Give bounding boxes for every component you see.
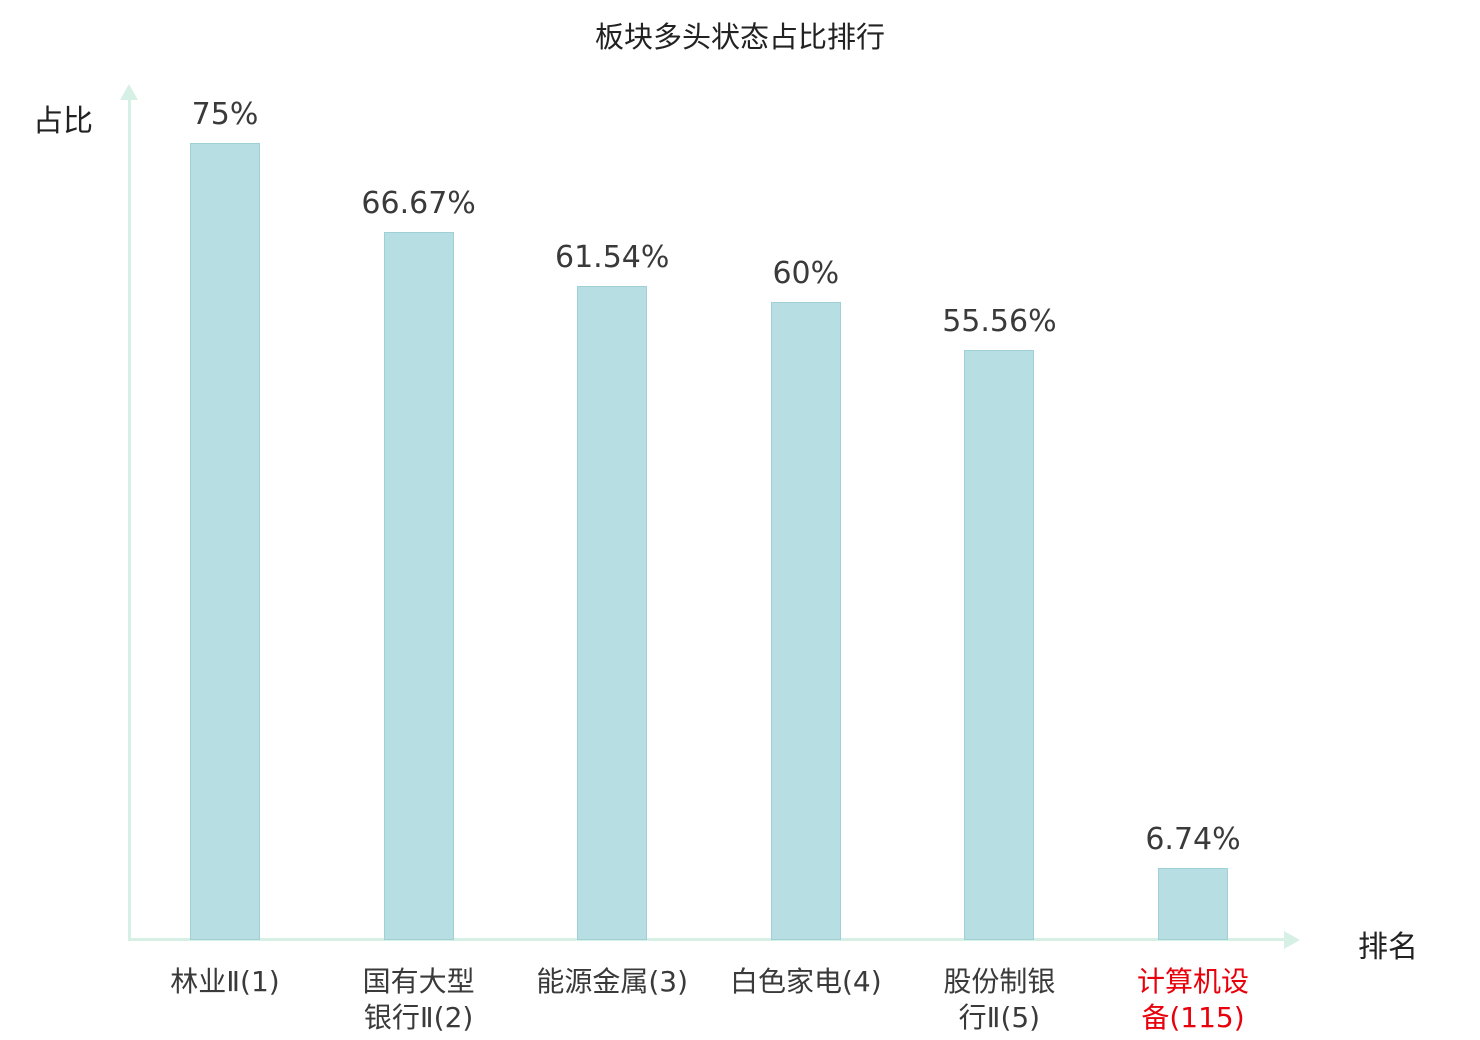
y-axis	[128, 98, 131, 940]
x-axis-arrow-icon	[1284, 931, 1300, 949]
x-axis-label: 排名	[1358, 930, 1418, 965]
y-axis-arrow-icon	[120, 84, 138, 100]
bar	[1158, 868, 1228, 940]
bar-category-label: 计算机设 备(115)	[1136, 965, 1250, 1035]
bar-value-label: 75%	[191, 97, 259, 132]
bar-value-label: 60%	[772, 256, 840, 291]
bar	[964, 350, 1035, 940]
bar	[577, 286, 648, 940]
bar-category-label: 能源金属(3)	[536, 965, 689, 998]
bar-value-label: 6.74%	[1145, 822, 1241, 857]
bar-category-label: 股份制银 行Ⅱ(5)	[943, 965, 1056, 1035]
bar	[190, 143, 260, 940]
bar-value-label: 66.67%	[361, 186, 476, 221]
bar-category-label: 白色家电(4)	[729, 965, 882, 998]
y-axis-label: 占比	[33, 104, 93, 139]
bar-category-label: 国有大型 银行Ⅱ(2)	[362, 965, 475, 1035]
bar	[770, 302, 841, 940]
bar	[383, 232, 454, 940]
chart-title: 板块多头状态占比排行	[594, 20, 885, 54]
bar-value-label: 61.54%	[554, 240, 670, 275]
bar-category-label: 林业Ⅱ(1)	[170, 965, 280, 998]
x-axis	[128, 938, 1284, 941]
bar-value-label: 55.56%	[942, 304, 1057, 339]
